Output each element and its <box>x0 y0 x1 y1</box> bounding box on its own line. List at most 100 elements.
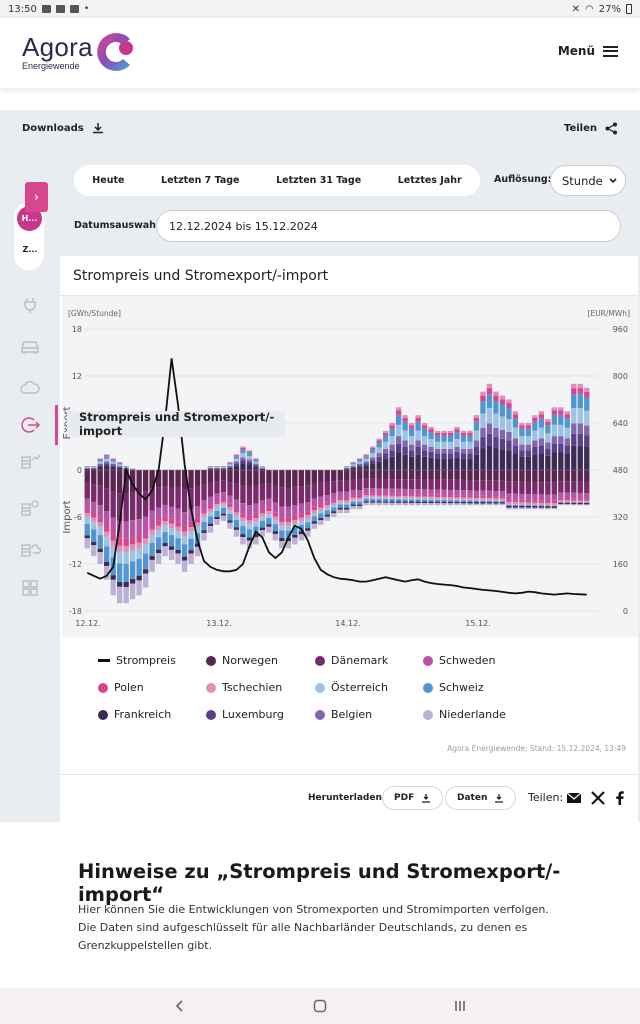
export-bar-segment <box>486 407 493 424</box>
chart-area[interactable]: [GWh/Stunde][EUR/MWh]181260-6-12-1896080… <box>62 296 638 637</box>
legend-item-belgien[interactable]: Belgien <box>315 708 372 721</box>
data-label: Daten <box>457 793 488 803</box>
range-option-31-days[interactable]: Letzten 31 Tage <box>276 175 362 186</box>
recents-icon[interactable] <box>452 998 468 1014</box>
import-bar-segment <box>428 499 434 502</box>
import-bar-segment <box>227 520 233 523</box>
range-option-7-days[interactable]: Letzten 7 Tage <box>161 175 240 186</box>
menu-button[interactable]: Menü <box>558 44 618 58</box>
share-button[interactable]: Teilen <box>564 122 618 135</box>
data-download-button[interactable]: Daten <box>445 786 517 810</box>
export-bar-segment <box>350 463 356 465</box>
facebook-icon[interactable] <box>612 790 628 806</box>
import-bar-segment <box>97 552 103 564</box>
export-bar-segment <box>395 424 402 437</box>
x-icon[interactable] <box>590 790 606 806</box>
storage-cloud-icon[interactable] <box>19 539 41 557</box>
mail-icon[interactable] <box>566 790 582 806</box>
export-bar-segment <box>473 415 480 418</box>
import-bar-segment <box>259 500 266 510</box>
import-bar-segment <box>564 481 570 493</box>
import-bar-segment <box>240 534 246 538</box>
gear-storage-icon[interactable] <box>19 498 41 516</box>
import-bar-segment <box>266 470 272 484</box>
downloads-button[interactable]: Downloads <box>22 122 104 134</box>
legend-item-schweden[interactable]: Schweden <box>423 654 496 667</box>
legend-item-strompreis[interactable]: Strompreis <box>98 654 176 667</box>
export-bar-segment <box>240 460 246 464</box>
export-bar-segment <box>415 440 421 447</box>
import-bar-segment <box>220 513 227 516</box>
import-bar-segment <box>201 509 207 514</box>
legend-dot <box>315 682 325 693</box>
import-bar-segment <box>305 511 311 516</box>
legend-item-frankreich[interactable]: Frankreich <box>98 708 171 721</box>
export-bar-segment <box>110 458 116 459</box>
legend-item-norwegen[interactable]: Norwegen <box>206 654 278 667</box>
import-bar-segment <box>545 506 551 508</box>
import-bar-segment <box>318 510 324 514</box>
import-bar-segment <box>162 516 168 522</box>
range-option-year[interactable]: Letztes Jahr <box>397 175 462 186</box>
import-bar-segment <box>363 493 369 496</box>
legend-item-tschechien[interactable]: Tschechien <box>206 681 282 694</box>
import-export-icon[interactable] <box>19 416 41 434</box>
import-bar-segment <box>168 470 175 487</box>
range-option-today[interactable]: Heute <box>92 175 125 186</box>
chart-svg[interactable]: [GWh/Stunde][EUR/MWh]181260-6-12-1896080… <box>62 296 638 637</box>
export-bar-segment <box>389 456 395 470</box>
import-bar-segment <box>207 511 214 517</box>
sidebar-item-second[interactable]: Z... <box>22 245 38 254</box>
car-icon[interactable] <box>19 337 41 355</box>
import-bar-segment <box>240 513 246 518</box>
storage-chart-icon[interactable] <box>19 452 41 470</box>
import-bar-segment <box>363 488 369 494</box>
export-bar-segment <box>558 407 564 411</box>
import-bar-segment <box>480 470 486 481</box>
import-bar-segment <box>227 503 233 508</box>
import-bar-segment <box>421 503 428 506</box>
pdf-download-button[interactable]: PDF <box>382 786 444 810</box>
import-bar-segment <box>227 470 233 483</box>
import-bar-segment <box>499 480 506 492</box>
import-bar-segment <box>136 542 142 549</box>
resolution-select[interactable]: Stunde <box>550 165 626 196</box>
logo-mark-icon[interactable] <box>90 26 142 78</box>
export-bar-segment <box>253 463 259 466</box>
logo[interactable]: Agora Energiewende <box>22 34 93 71</box>
legend-item-luxemburg[interactable]: Luxemburg <box>206 708 284 721</box>
import-bar-segment <box>279 517 285 522</box>
legend-item-daenemark[interactable]: Dänemark <box>315 654 388 667</box>
export-bar-segment <box>428 426 434 430</box>
export-bar-segment <box>480 391 486 396</box>
import-bar-segment <box>201 500 207 510</box>
import-bar-segment <box>285 522 292 527</box>
sidebar-expand-button[interactable]: › <box>25 182 48 212</box>
import-bar-segment <box>454 470 460 480</box>
back-icon[interactable] <box>172 998 188 1014</box>
export-bar-segment <box>240 453 246 458</box>
legend-item-oesterreich[interactable]: Österreich <box>315 681 388 694</box>
import-bar-segment <box>551 482 557 495</box>
legend-item-polen[interactable]: Polen <box>98 681 144 694</box>
import-bar-segment <box>305 470 311 486</box>
legend-item-schweiz[interactable]: Schweiz <box>423 681 484 694</box>
export-bar-segment <box>395 436 402 444</box>
export-bar-segment <box>376 440 382 443</box>
export-bar-segment <box>357 465 363 467</box>
date-range-input[interactable]: 12.12.2024 bis 15.12.2024 <box>156 210 621 242</box>
plug-icon[interactable] <box>19 296 41 314</box>
cloud-co2-icon[interactable] <box>19 378 41 396</box>
import-bar-segment <box>324 516 330 521</box>
import-bar-segment <box>441 479 447 490</box>
import-bar-segment <box>110 533 116 541</box>
import-bar-segment <box>207 505 214 509</box>
grid-icon[interactable] <box>19 579 41 597</box>
import-bar-segment <box>123 586 129 604</box>
home-icon[interactable] <box>312 998 328 1014</box>
legend-item-niederlande[interactable]: Niederlande <box>423 708 506 721</box>
import-bar-segment <box>519 502 525 505</box>
import-bar-segment <box>382 495 389 498</box>
export-bar-segment <box>415 417 421 422</box>
export-bar-segment <box>91 466 97 468</box>
